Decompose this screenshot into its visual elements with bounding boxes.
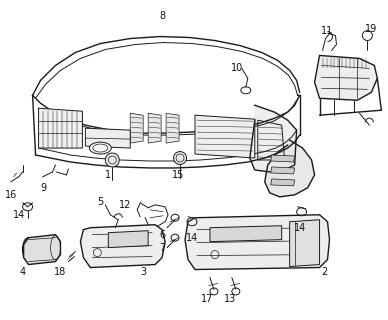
Ellipse shape bbox=[173, 152, 187, 164]
Polygon shape bbox=[210, 226, 282, 242]
Polygon shape bbox=[271, 167, 294, 174]
Text: 2: 2 bbox=[321, 267, 327, 276]
Text: 19: 19 bbox=[365, 24, 378, 34]
Ellipse shape bbox=[89, 142, 111, 154]
Ellipse shape bbox=[105, 153, 119, 167]
Text: 11: 11 bbox=[321, 26, 334, 36]
Polygon shape bbox=[148, 113, 161, 143]
Text: 4: 4 bbox=[19, 267, 26, 276]
Polygon shape bbox=[271, 179, 294, 186]
Text: 18: 18 bbox=[54, 267, 67, 276]
Text: 1: 1 bbox=[105, 170, 111, 180]
Polygon shape bbox=[108, 231, 148, 248]
Polygon shape bbox=[85, 128, 130, 148]
Text: 5: 5 bbox=[97, 197, 104, 207]
Text: 12: 12 bbox=[119, 200, 132, 210]
Polygon shape bbox=[271, 155, 294, 162]
Polygon shape bbox=[290, 220, 320, 267]
Text: 13: 13 bbox=[224, 294, 236, 304]
Polygon shape bbox=[195, 115, 255, 158]
Text: 8: 8 bbox=[159, 11, 165, 20]
Text: 15: 15 bbox=[172, 170, 184, 180]
Text: 7: 7 bbox=[159, 243, 165, 252]
Text: 3: 3 bbox=[140, 267, 146, 276]
Text: 17: 17 bbox=[201, 294, 213, 304]
Text: 9: 9 bbox=[40, 183, 47, 193]
Polygon shape bbox=[24, 235, 61, 265]
Polygon shape bbox=[250, 105, 297, 172]
Polygon shape bbox=[265, 140, 315, 197]
Text: 10: 10 bbox=[231, 63, 243, 73]
Text: 14: 14 bbox=[186, 233, 198, 243]
Polygon shape bbox=[315, 55, 378, 100]
Text: 14: 14 bbox=[293, 223, 306, 233]
Polygon shape bbox=[80, 225, 165, 268]
Polygon shape bbox=[38, 108, 82, 148]
Text: 14: 14 bbox=[12, 210, 25, 220]
Text: 6: 6 bbox=[159, 230, 165, 240]
Polygon shape bbox=[130, 113, 143, 143]
Text: 16: 16 bbox=[5, 190, 17, 200]
Polygon shape bbox=[166, 113, 179, 143]
Polygon shape bbox=[185, 215, 329, 269]
